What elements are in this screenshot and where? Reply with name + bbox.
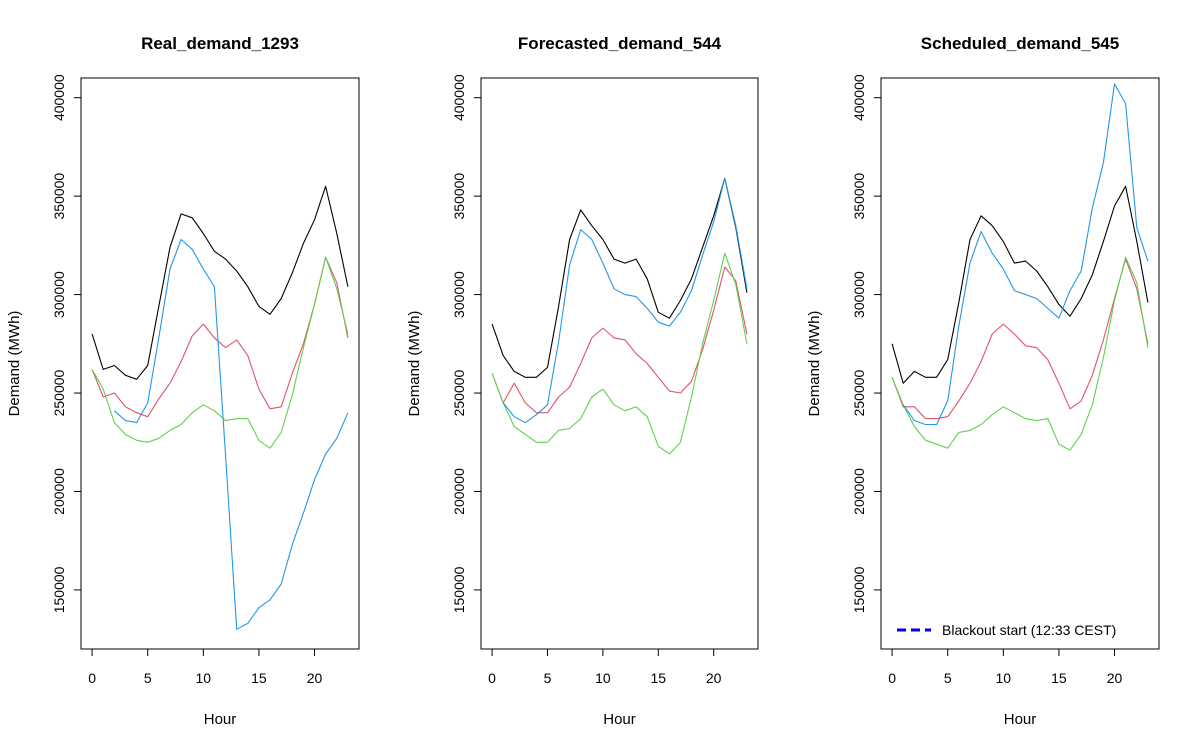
x-tick-label: 20 bbox=[706, 670, 722, 686]
series-line-3 bbox=[891, 256, 1149, 451]
y-tick-label: 350000 bbox=[51, 173, 67, 220]
x-axis: 0 5 10 15 20 bbox=[888, 648, 1123, 686]
x-tick-label: 0 bbox=[488, 670, 496, 686]
y-tick-label: 200000 bbox=[851, 468, 867, 515]
y-tick-label: 250000 bbox=[451, 369, 467, 416]
y-tick-label: 250000 bbox=[851, 369, 867, 416]
y-tick-label: 400000 bbox=[51, 74, 67, 121]
y-tick-label: 300000 bbox=[851, 271, 867, 318]
y-tick-label: 250000 bbox=[51, 369, 67, 416]
y-tick-label: 150000 bbox=[51, 566, 67, 613]
y-tick-label: 350000 bbox=[451, 173, 467, 220]
x-axis: 0 5 10 15 20 bbox=[88, 648, 323, 686]
x-tick-label: 15 bbox=[650, 670, 666, 686]
panel-title: Scheduled_demand_545 bbox=[921, 34, 1119, 53]
series-line-4 bbox=[114, 238, 349, 630]
x-axis-label: Hour bbox=[603, 711, 636, 728]
y-tick-label: 200000 bbox=[451, 468, 467, 515]
y-axis-label: Demand (MWh) bbox=[406, 311, 423, 417]
y-axis: 150000 200000 250000 300000 350000 400000 bbox=[851, 74, 882, 613]
panel-2: Forecasted_demand_544 0 5 10 15 20 Hour 150000 2… bbox=[406, 34, 759, 728]
y-axis-label: Demand (MWh) bbox=[806, 311, 823, 417]
y-tick-label: 200000 bbox=[51, 468, 67, 515]
y-axis: 150000 200000 250000 300000 350000 400000 bbox=[51, 74, 82, 613]
x-tick-label: 0 bbox=[888, 670, 896, 686]
panel-3: Scheduled_demand_545 0 5 10 15 20 Hour 150000 20… bbox=[806, 34, 1160, 728]
y-tick-label: 350000 bbox=[851, 173, 867, 220]
legend: Blackout start (12:33 CEST) bbox=[897, 622, 1116, 638]
y-tick-label: 400000 bbox=[451, 74, 467, 121]
y-tick-label: 150000 bbox=[851, 566, 867, 613]
panel-title: Forecasted_demand_544 bbox=[518, 34, 722, 53]
series-line-2 bbox=[91, 256, 349, 418]
series-line-2 bbox=[491, 266, 748, 414]
series-line-3 bbox=[91, 256, 349, 449]
x-tick-label: 5 bbox=[944, 670, 952, 686]
x-axis-label: Hour bbox=[204, 711, 237, 728]
plot-frame bbox=[480, 77, 759, 650]
x-tick-label: 10 bbox=[595, 670, 611, 686]
x-tick-label: 10 bbox=[196, 670, 212, 686]
y-tick-label: 300000 bbox=[451, 271, 467, 318]
y-axis-label: Demand (MWh) bbox=[6, 311, 23, 417]
x-tick-label: 20 bbox=[1107, 670, 1123, 686]
series-line-2 bbox=[891, 258, 1149, 420]
x-tick-label: 5 bbox=[144, 670, 152, 686]
series-line-3 bbox=[491, 252, 748, 455]
series-line-1 bbox=[91, 185, 349, 380]
y-tick-label: 400000 bbox=[851, 74, 867, 121]
x-tick-label: 10 bbox=[996, 670, 1012, 686]
series-line-4 bbox=[502, 177, 748, 424]
legend-label: Blackout start (12:33 CEST) bbox=[942, 622, 1116, 638]
panel-title: Real_demand_1293 bbox=[141, 34, 299, 53]
x-tick-label: 20 bbox=[307, 670, 323, 686]
x-tick-label: 5 bbox=[544, 670, 552, 686]
x-axis-label: Hour bbox=[1004, 711, 1037, 728]
series-line-1 bbox=[491, 177, 748, 378]
x-tick-label: 15 bbox=[251, 670, 267, 686]
x-axis: 0 5 10 15 20 bbox=[488, 648, 722, 686]
series-line-1 bbox=[891, 185, 1149, 384]
series-line-4 bbox=[902, 83, 1149, 426]
y-tick-label: 300000 bbox=[51, 271, 67, 318]
plot-frame bbox=[880, 77, 1160, 650]
y-axis: 150000 200000 250000 300000 350000 400000 bbox=[451, 74, 482, 613]
panel-1: Real_demand_1293 0 5 10 15 20 Hour 150000 200000… bbox=[6, 34, 360, 728]
x-tick-label: 0 bbox=[88, 670, 96, 686]
y-tick-label: 150000 bbox=[451, 566, 467, 613]
x-tick-label: 15 bbox=[1051, 670, 1067, 686]
